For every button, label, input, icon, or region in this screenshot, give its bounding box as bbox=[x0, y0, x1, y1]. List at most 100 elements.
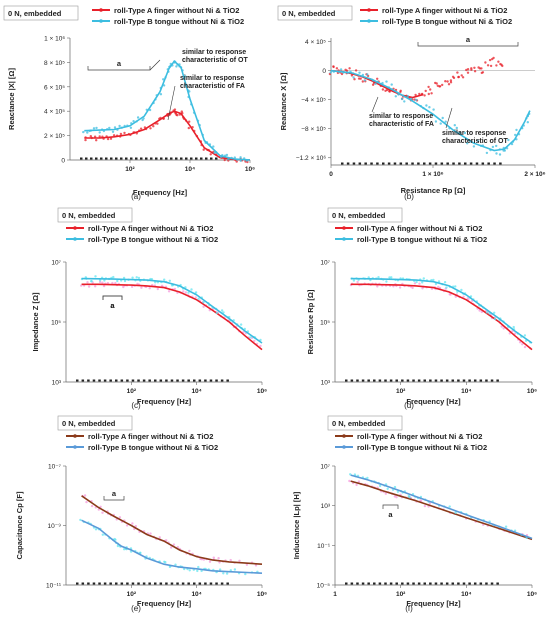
series-1 bbox=[80, 280, 263, 351]
y-tick-label-1: 10³ bbox=[321, 380, 331, 387]
frequency-marker-21 bbox=[458, 162, 461, 165]
data-point bbox=[447, 83, 451, 86]
data-point bbox=[82, 130, 85, 134]
data-point bbox=[472, 145, 476, 148]
data-point bbox=[225, 153, 229, 157]
callout-line-1: similar to response bbox=[369, 113, 433, 120]
data-point bbox=[514, 133, 517, 137]
condition-tag: 0 N, embedded bbox=[57, 415, 133, 431]
frequency-marker-2 bbox=[81, 582, 85, 585]
data-point bbox=[470, 67, 473, 70]
annotation-a: a bbox=[102, 295, 123, 310]
x-tick-label-1: 0 bbox=[329, 171, 333, 178]
condition-tag-box bbox=[327, 207, 403, 223]
data-point bbox=[165, 539, 168, 542]
frequency-marker-28 bbox=[226, 379, 229, 382]
condition-tag: 0 N, embedded bbox=[327, 415, 403, 431]
frequency-marker-13 bbox=[411, 162, 414, 165]
frequency-marker-band bbox=[80, 157, 218, 160]
data-point bbox=[90, 280, 93, 283]
frequency-marker-11 bbox=[131, 582, 135, 585]
frequency-marker-7 bbox=[110, 157, 113, 160]
data-point bbox=[136, 116, 140, 119]
data-point bbox=[491, 145, 495, 149]
frequency-marker-1 bbox=[345, 379, 348, 382]
x-tick-label-4: 10⁶ bbox=[527, 591, 537, 598]
data-point bbox=[414, 93, 417, 97]
condition-tag-box bbox=[3, 5, 79, 21]
series-1 bbox=[81, 494, 263, 567]
data-point bbox=[101, 511, 104, 514]
data-point bbox=[473, 70, 477, 73]
frequency-marker-7 bbox=[378, 582, 382, 585]
condition-tag: 0 N, embedded bbox=[327, 207, 403, 223]
data-point bbox=[173, 287, 177, 291]
frequency-marker-25 bbox=[209, 379, 213, 382]
data-point bbox=[103, 279, 106, 282]
data-point bbox=[238, 559, 241, 562]
annotation-bracket bbox=[382, 504, 399, 509]
data-point bbox=[233, 568, 237, 571]
legend-marker-2 bbox=[342, 237, 346, 241]
frequency-marker-17 bbox=[165, 582, 168, 585]
x-tick-label-1: 10² bbox=[396, 388, 406, 395]
data-point bbox=[94, 285, 97, 288]
y-tick-label-6: 1 × 10⁶ bbox=[44, 36, 65, 43]
frequency-marker-16 bbox=[428, 162, 432, 165]
data-point bbox=[366, 476, 369, 480]
y-tick-label-3: 10⁻⁷ bbox=[48, 464, 62, 471]
data-point bbox=[106, 137, 110, 141]
series-line bbox=[330, 69, 531, 152]
data-point bbox=[495, 144, 498, 148]
frequency-marker-19 bbox=[176, 379, 179, 382]
frequency-marker-28 bbox=[496, 582, 499, 585]
legend-label-2: roll-Type B tongue without Ni & TiO2 bbox=[382, 17, 512, 26]
frequency-marker-16 bbox=[155, 157, 158, 160]
data-point bbox=[129, 126, 133, 129]
frequency-marker-24 bbox=[475, 162, 479, 165]
frequency-marker-10 bbox=[395, 582, 398, 585]
frequency-marker-11 bbox=[131, 379, 135, 382]
data-point bbox=[399, 89, 402, 93]
data-point bbox=[418, 282, 421, 285]
data-point bbox=[229, 569, 232, 572]
data-point bbox=[332, 65, 335, 69]
data-point bbox=[222, 311, 225, 314]
frequency-marker-2 bbox=[85, 157, 88, 160]
data-point bbox=[118, 516, 122, 519]
y-tick-label-5: 8 × 10⁵ bbox=[44, 60, 65, 67]
frequency-marker-4 bbox=[361, 379, 365, 382]
frequency-marker-26 bbox=[205, 157, 208, 160]
frequency-marker-14 bbox=[417, 379, 421, 382]
y-tick-label-2: 10⁻¹ bbox=[317, 543, 331, 550]
data-point bbox=[168, 279, 171, 282]
data-point bbox=[466, 142, 469, 145]
data-point bbox=[486, 64, 490, 67]
data-point bbox=[428, 106, 431, 109]
legend-label-1: roll-Type A finger without Ni & TiO2 bbox=[357, 432, 482, 441]
annotation-label: a bbox=[117, 59, 122, 68]
data-point bbox=[101, 281, 104, 284]
frequency-marker-21 bbox=[457, 379, 460, 382]
frequency-marker-19 bbox=[446, 162, 449, 165]
data-point bbox=[158, 536, 161, 539]
legend: roll-Type A finger without Ni & TiO2 roll… bbox=[66, 432, 218, 452]
data-point bbox=[408, 496, 411, 499]
data-point bbox=[329, 71, 332, 74]
legend-marker-2 bbox=[99, 19, 103, 23]
frequency-marker-24 bbox=[195, 157, 198, 160]
data-point bbox=[108, 126, 111, 130]
data-point bbox=[84, 138, 87, 142]
frequency-marker-9 bbox=[387, 162, 391, 165]
series-2 bbox=[329, 68, 531, 156]
condition-tag-text: 0 N, embedded bbox=[282, 9, 336, 18]
frequency-marker-24 bbox=[204, 582, 207, 585]
data-point bbox=[87, 285, 91, 288]
data-point bbox=[435, 82, 438, 85]
data-point bbox=[493, 317, 497, 321]
series-line bbox=[81, 519, 263, 574]
data-point bbox=[212, 556, 215, 559]
frequency-marker-7 bbox=[376, 162, 379, 165]
data-point bbox=[215, 311, 219, 315]
data-point bbox=[449, 293, 452, 296]
